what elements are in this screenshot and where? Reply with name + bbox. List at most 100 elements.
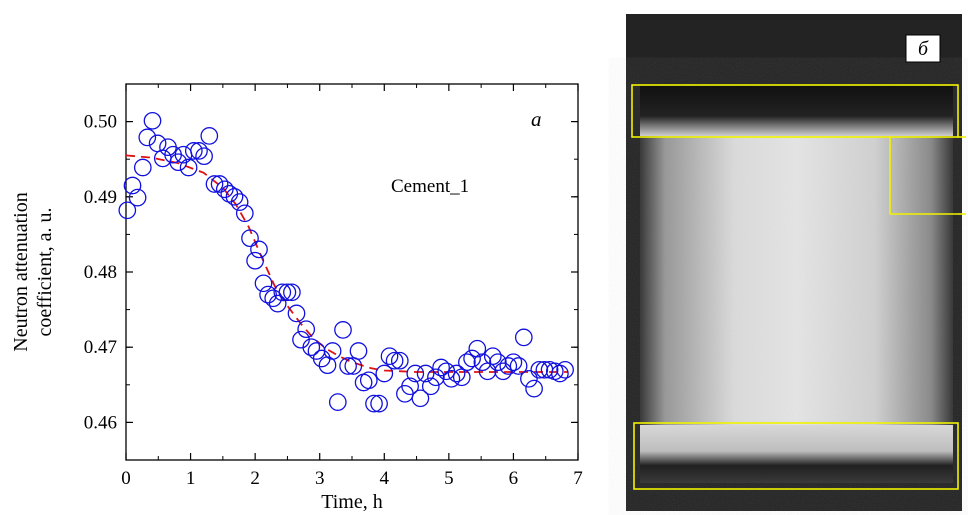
data-point	[143, 111, 162, 130]
data-point	[225, 187, 244, 206]
x-tick-label: 4	[380, 468, 390, 489]
roi-bottom	[633, 422, 959, 490]
axis-ticks	[125, 83, 579, 461]
data-point	[530, 360, 549, 379]
data-point	[138, 128, 157, 147]
data-point	[520, 369, 538, 388]
data-point	[190, 142, 208, 160]
data-point	[302, 338, 321, 357]
data-point	[499, 357, 518, 375]
data-point	[509, 357, 528, 375]
data-point	[273, 283, 292, 302]
x-tick-label: 7	[573, 468, 583, 489]
data-point	[525, 379, 543, 398]
data-point	[123, 176, 142, 195]
x-tick-label: 0	[121, 468, 131, 489]
data-point	[416, 364, 435, 383]
data-point	[235, 204, 254, 223]
y-tick-label: 0.50	[84, 112, 117, 133]
data-point	[312, 349, 331, 368]
data-point	[259, 285, 277, 304]
data-point	[504, 353, 523, 372]
data-point	[195, 147, 213, 166]
plot-frame	[125, 83, 579, 461]
x-tick-label: 6	[509, 468, 519, 489]
fit-curve	[125, 154, 569, 373]
sample-top-shadow	[640, 86, 953, 136]
data-point	[349, 342, 368, 360]
data-point	[375, 364, 394, 383]
data-point	[250, 240, 268, 259]
data-point	[458, 353, 476, 372]
data-point	[200, 127, 219, 145]
panel-label-b: б	[918, 38, 929, 60]
sample-body	[640, 96, 953, 478]
data-point	[390, 351, 409, 370]
data-point	[385, 351, 404, 370]
roi-top	[631, 84, 959, 138]
data-point	[159, 138, 177, 157]
data-point	[118, 201, 137, 220]
data-point	[241, 229, 259, 248]
y-tick-label: 0.49	[84, 187, 117, 208]
x-tick-label: 5	[444, 468, 454, 489]
data-point	[128, 188, 147, 207]
data-point	[323, 342, 342, 360]
data-point	[210, 175, 229, 193]
data-point	[230, 193, 249, 211]
data-point	[432, 358, 450, 377]
data-point	[421, 377, 440, 396]
y-axis-title-line2: coefficient, a. u.	[34, 207, 56, 336]
data-point	[179, 158, 198, 177]
y-tick-label: 0.47	[84, 337, 117, 358]
y-tick-label: 0.48	[84, 262, 117, 283]
data-point	[164, 145, 182, 164]
data-point	[514, 328, 533, 347]
data-point	[551, 364, 569, 383]
panel-label-a: a	[531, 107, 542, 131]
data-point	[489, 353, 507, 372]
data-point	[473, 353, 492, 372]
sample-bottom-shadow	[640, 425, 953, 483]
data-point	[406, 364, 425, 383]
chart-panel-a: 0 1 2 3 4 5 6 70.460.470.480.490.50 a Cement_1 …	[10, 83, 583, 513]
data-point	[359, 371, 378, 390]
data-point	[411, 389, 430, 408]
axis-tick-labels: 0 1 2 3 4 5 6 7 0.46 0.47 0.48 0.49 0.50	[84, 112, 583, 489]
x-axis-title: Time, h	[321, 491, 383, 513]
data-point	[365, 394, 383, 413]
roi-middle	[889, 137, 958, 215]
data-point	[468, 339, 487, 358]
data-point	[483, 347, 502, 366]
data-point	[328, 393, 347, 411]
data-point	[283, 283, 301, 302]
data-point	[380, 347, 399, 366]
x-tick-label: 2	[250, 468, 260, 489]
data-point	[254, 274, 273, 293]
data-point	[401, 377, 419, 396]
data-point	[205, 175, 224, 193]
data-point	[447, 364, 466, 383]
data-point	[133, 158, 152, 177]
data-point	[556, 360, 574, 379]
data-point	[278, 283, 297, 302]
panel-label-b-box	[905, 34, 941, 63]
x-tick-label: 1	[186, 468, 196, 489]
data-point	[307, 342, 326, 360]
data-point	[463, 349, 481, 368]
data-point	[442, 369, 461, 388]
data-point	[148, 134, 167, 153]
data-point	[370, 394, 388, 413]
data-point	[334, 321, 352, 339]
annotation-cement: Cement_1	[391, 176, 469, 197]
data-point	[287, 304, 306, 323]
data-point	[494, 362, 512, 381]
data-point	[268, 294, 287, 313]
data-point	[427, 368, 445, 387]
data-point	[297, 320, 316, 339]
x-tick-label: 3	[315, 468, 325, 489]
data-point	[246, 251, 264, 270]
data-point	[396, 384, 414, 403]
neutron-radiograph-panel: б	[626, 14, 966, 511]
